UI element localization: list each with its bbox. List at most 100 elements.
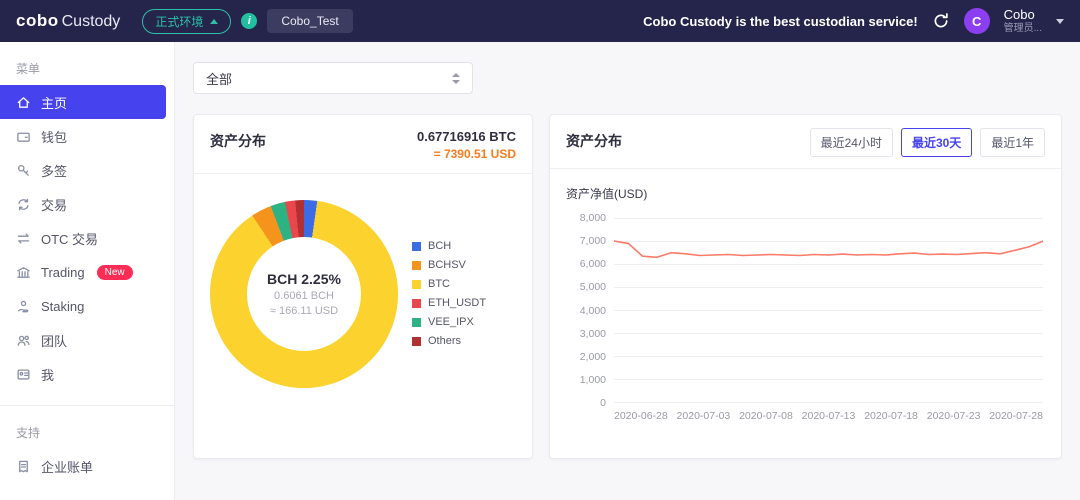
y-axis-labels: 8,000 7,000 6,000 5,000 4,000 3,000 2,000 1,000…	[566, 212, 606, 409]
sidebar-item-key[interactable]: 多签	[0, 153, 174, 187]
home-icon	[16, 95, 31, 110]
legend-swatch	[412, 279, 421, 289]
legend-item[interactable]: Others	[412, 335, 486, 347]
sidebar-item-wallet[interactable]: 钱包	[0, 119, 174, 153]
topbar: cobo Custody 正式环境 i Cobo_Test Cobo Custo…	[0, 0, 1080, 42]
support-section-label: 支持	[16, 426, 41, 440]
total-btc-value: 0.67716916 BTC	[416, 129, 516, 144]
sidebar-item-exchange[interactable]: 交易	[0, 187, 174, 221]
legend-swatch	[412, 336, 421, 346]
user-name: Cobo	[1003, 6, 1035, 22]
legend-label: BTC	[428, 278, 450, 291]
legend-item[interactable]: VEE_IPX	[412, 316, 486, 328]
y-axis-title: 资产净值(USD)	[566, 187, 648, 201]
donut-center-title: BCH 2.25%	[267, 270, 341, 287]
chevron-up-icon	[210, 18, 219, 24]
y-tick: 7,000	[579, 235, 606, 248]
legend-swatch	[412, 241, 421, 251]
range-button-1[interactable]: 最近30天	[900, 128, 973, 157]
legend-item[interactable]: ETH_USDT	[412, 297, 486, 309]
donut-center-amount: 0.6061 BCH	[274, 289, 334, 302]
y-tick: 3,000	[579, 327, 606, 340]
key-icon	[16, 163, 31, 178]
sidebar-item-otc[interactable]: OTC 交易	[0, 221, 174, 255]
legend-swatch	[412, 260, 421, 270]
org-selector[interactable]: Cobo_Test	[267, 9, 353, 33]
sidebar-item-label: 钱包	[41, 129, 68, 145]
asset-totals: 0.67716916 BTC = 7390.51 USD	[417, 128, 516, 162]
legend-item[interactable]: BCHSV	[412, 259, 486, 271]
bank-icon	[16, 265, 31, 280]
sidebar-item-invoice[interactable]: 企业账单	[0, 449, 174, 483]
banner-message: Cobo Custody is the best custodian servi…	[643, 13, 918, 29]
asset-trend-card: 资产分布 最近24小时 最近30天 最近1年 资产净值(USD) 8,000 7,00…	[549, 114, 1062, 459]
legend-label: BCH	[428, 240, 452, 253]
new-badge: New	[96, 264, 133, 280]
logo-text-custody: Custody	[61, 13, 121, 30]
donut-center-usd: ≈ 166.11 USD	[269, 304, 339, 317]
sidebar: 菜单 主页 钱包 多签 交易 OTC 交易 Trading New Staking 团队我 支持…	[0, 42, 175, 500]
environment-selector[interactable]: 正式环境	[142, 8, 232, 34]
range-buttons: 最近24小时 最近30天 最近1年	[809, 128, 1045, 157]
main-content: 全部 资产分布 0.67716916 BTC = 7390.51 USD B	[175, 42, 1080, 500]
line-card-title: 资产分布	[566, 133, 622, 149]
asset-distribution-card: 资产分布 0.67716916 BTC = 7390.51 USD BCH 2.…	[193, 114, 533, 459]
x-axis-labels: 2020-06-28 2020-07-03 2020-07-08 2020-07-13…	[614, 410, 1043, 422]
sidebar-item-bank[interactable]: Trading New	[0, 255, 174, 289]
sidebar-item-me[interactable]: 我	[0, 357, 174, 391]
range-button-2[interactable]: 最近1年	[980, 128, 1045, 157]
user-role: 管理员...	[1003, 22, 1042, 34]
donut-chart[interactable]: BCH 2.25% 0.6061 BCH ≈ 166.11 USD	[210, 199, 398, 388]
legend-item[interactable]: BCH	[412, 240, 486, 252]
sidebar-item-team[interactable]: 团队	[0, 323, 174, 357]
sidebar-item-label: 我	[41, 367, 55, 383]
sidebar-item-label: 企业账单	[41, 459, 94, 475]
x-tick: 2020-06-28	[614, 410, 668, 422]
donut-legend: BCH BCHSV BTC ETH_USDT VEE_IPX Others	[412, 233, 486, 354]
x-tick: 2020-07-13	[801, 410, 856, 422]
team-icon	[16, 333, 31, 348]
legend-item[interactable]: BTC	[412, 278, 486, 290]
sidebar-item-label: OTC 交易	[41, 231, 99, 247]
y-tick: 2,000	[579, 350, 606, 363]
staking-icon	[16, 299, 31, 314]
legend-label: ETH_USDT	[428, 297, 487, 310]
legend-label: Others	[428, 335, 462, 348]
logo-text-cobo: cobo	[16, 11, 59, 30]
legend-label: BCHSV	[428, 259, 466, 272]
x-tick: 2020-07-23	[926, 410, 981, 422]
sidebar-item-home[interactable]: 主页	[0, 85, 166, 119]
legend-swatch	[412, 317, 421, 327]
sidebar-item-label: Staking	[41, 298, 85, 314]
filter-select[interactable]: 全部	[193, 62, 473, 94]
sidebar-item-label: 主页	[41, 95, 68, 111]
y-tick: 4,000	[579, 304, 606, 317]
filter-row: 全部	[193, 62, 1062, 94]
legend-label: VEE_IPX	[428, 316, 474, 329]
range-button-0[interactable]: 最近24小时	[809, 128, 893, 157]
sidebar-menu: 主页钱包多签交易 OTC 交易 Trading New Staking 团队我	[0, 85, 174, 391]
sidebar-item-staking[interactable]: Staking	[0, 289, 174, 323]
cobo-logo[interactable]: cobo Custody	[16, 11, 120, 31]
donut-card-title: 资产分布	[210, 133, 266, 149]
invoice-icon	[16, 459, 31, 474]
sidebar-item-label: Trading	[41, 264, 85, 280]
y-tick: 8,000	[579, 212, 606, 224]
chevron-down-icon[interactable]	[1056, 18, 1064, 24]
x-tick: 2020-07-28	[989, 410, 1043, 422]
exchange-icon	[16, 197, 31, 212]
environment-label: 正式环境	[155, 14, 204, 29]
y-tick: 0	[600, 397, 606, 409]
refresh-icon[interactable]	[932, 12, 950, 30]
wallet-icon	[16, 129, 31, 144]
sidebar-item-label: 团队	[41, 333, 68, 349]
otc-icon	[16, 231, 31, 246]
sidebar-item-label: 交易	[41, 197, 68, 213]
info-icon[interactable]: i	[241, 13, 258, 29]
line-chart[interactable]	[614, 218, 1043, 403]
user-info[interactable]: Cobo 管理员...	[1003, 6, 1042, 34]
avatar[interactable]: C	[963, 8, 990, 34]
y-tick: 6,000	[579, 258, 606, 271]
select-caret-icon	[452, 72, 460, 84]
sidebar-support: 企业账单	[0, 449, 174, 483]
